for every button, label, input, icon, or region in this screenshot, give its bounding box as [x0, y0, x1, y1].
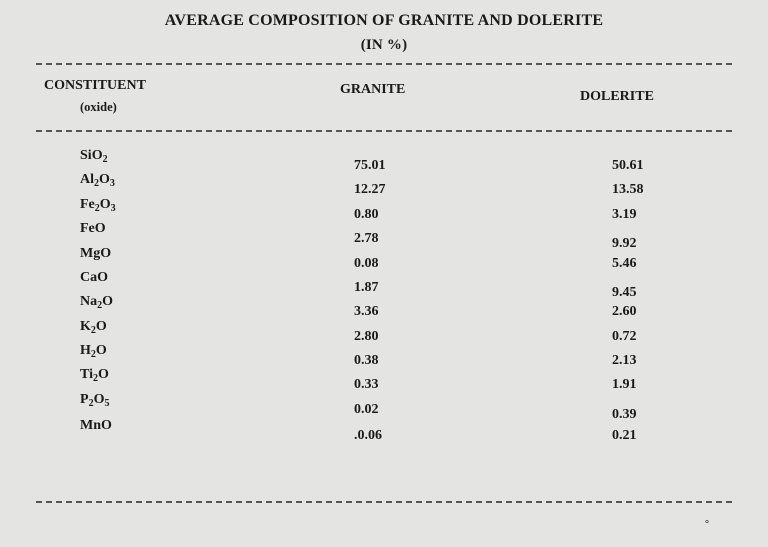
constituent-cell: Fe2O3: [80, 197, 116, 214]
granite-cell: 2.80: [354, 329, 379, 344]
dolerite-cell: 0.21: [612, 428, 637, 443]
table-row: Ti2O 0.33 1.91: [0, 367, 768, 392]
constituent-cell: FeO: [80, 221, 106, 236]
granite-cell: 75.01: [354, 158, 386, 173]
dolerite-cell: 50.61: [612, 158, 644, 173]
dolerite-cell: 9.45: [612, 285, 637, 300]
constituent-cell: Na2O: [80, 294, 114, 311]
dolerite-cell: 2.13: [612, 353, 637, 368]
dolerite-cell: 9.92: [612, 236, 637, 251]
dolerite-cell: 13.58: [612, 182, 644, 197]
dolerite-cell: 0.39: [612, 407, 637, 422]
granite-cell: 1.87: [354, 280, 379, 295]
dolerite-cell: 1.91: [612, 377, 637, 392]
table-row: MgO 0.08 5.46: [0, 246, 768, 271]
table-row: FeO 2.78 9.92: [0, 221, 768, 251]
constituent-cell: SiO2: [80, 148, 108, 165]
table-row: MnO .0.06 0.21: [0, 418, 768, 443]
granite-cell: 0.33: [354, 377, 379, 392]
constituent-cell: MgO: [80, 246, 112, 261]
table-row: P2O5 0.02 0.39: [0, 392, 768, 422]
granite-cell: 0.80: [354, 207, 379, 222]
table-row: CaO 1.87 9.45: [0, 270, 768, 300]
top-divider: [36, 63, 732, 65]
constituent-cell: MnO: [80, 418, 112, 433]
table-row: Fe2O3 0.80 3.19: [0, 197, 768, 222]
header-dolerite: DOLERITE: [580, 89, 654, 104]
table-title: AVERAGE COMPOSITION OF GRANITE AND DOLER…: [0, 10, 768, 56]
dolerite-cell: 0.72: [612, 329, 637, 344]
constituent-cell: CaO: [80, 270, 108, 285]
header-granite: GRANITE: [340, 82, 406, 97]
granite-cell: 12.27: [354, 182, 386, 197]
title-line-1: AVERAGE COMPOSITION OF GRANITE AND DOLER…: [164, 12, 604, 29]
constituent-cell: Ti2O: [80, 367, 109, 384]
table-row: K2O 2.80 0.72: [0, 319, 768, 344]
title-line-2: (IN %): [360, 37, 408, 53]
granite-cell: 3.36: [354, 304, 379, 319]
constituent-cell: Al2O3: [80, 172, 115, 189]
table-row: Al2O3 12.27 13.58: [0, 172, 768, 197]
granite-cell: 0.38: [354, 353, 379, 368]
granite-cell: .0.06: [354, 428, 382, 443]
footer-mark: °: [705, 519, 709, 530]
constituent-cell: P2O5: [80, 392, 110, 409]
constituent-cell: K2O: [80, 319, 107, 336]
header-constituent: CONSTITUENT: [44, 78, 146, 93]
dolerite-cell: 2.60: [612, 304, 637, 319]
dolerite-cell: 3.19: [612, 207, 637, 222]
bottom-divider: [36, 501, 732, 503]
header-constituent-sub: (oxide): [80, 100, 117, 114]
granite-cell: 0.08: [354, 256, 379, 271]
header-divider: [36, 130, 732, 132]
constituent-cell: H2O: [80, 343, 107, 360]
table-row: H2O 0.38 2.13: [0, 343, 768, 368]
table-row: SiO2 75.01 50.61: [0, 148, 768, 173]
table-row: Na2O 3.36 2.60: [0, 294, 768, 319]
granite-cell: 2.78: [354, 231, 379, 246]
granite-cell: 0.02: [354, 402, 379, 417]
dolerite-cell: 5.46: [612, 256, 637, 271]
